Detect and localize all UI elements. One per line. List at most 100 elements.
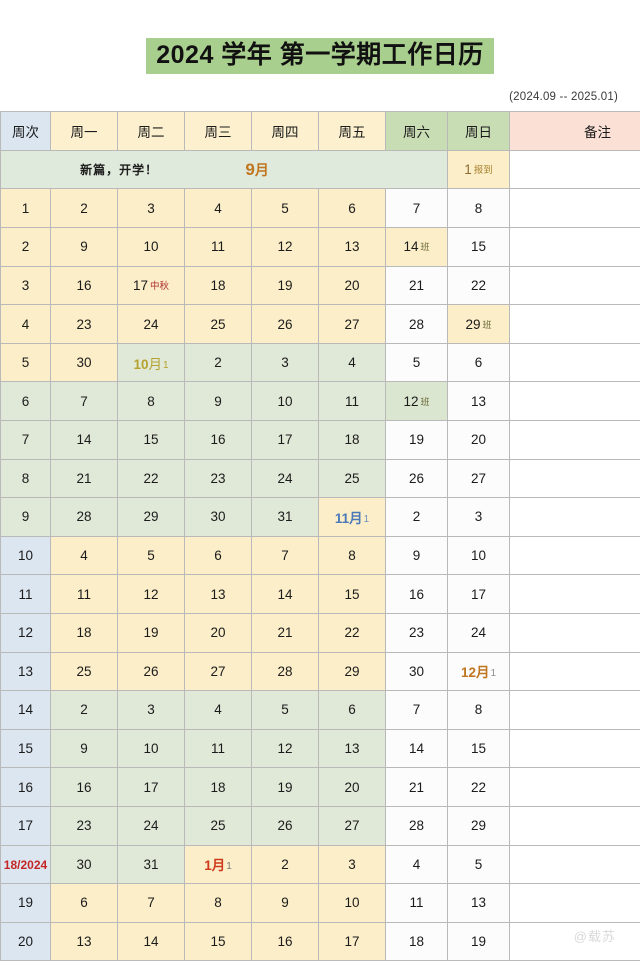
day-cell[interactable]: 3	[117, 690, 185, 730]
day-cell-sat[interactable]: 12 班	[385, 381, 448, 421]
day-cell[interactable]: 8	[117, 381, 185, 421]
day-cell-sat[interactable]: 9	[385, 535, 448, 576]
note-cell[interactable]	[509, 921, 640, 961]
day-cell[interactable]: 23	[184, 458, 252, 499]
day-cell[interactable]: 24	[117, 304, 185, 344]
day-cell[interactable]: 8	[318, 535, 386, 576]
day-cell[interactable]: 5	[251, 188, 319, 229]
day-cell-month-start[interactable]: 11月1	[318, 497, 386, 537]
note-cell[interactable]	[509, 304, 640, 344]
day-cell[interactable]: 14	[117, 921, 185, 961]
day-cell[interactable]: 19	[251, 767, 319, 807]
day-cell[interactable]: 30	[184, 497, 252, 537]
day-cell-sun[interactable]: 8	[447, 690, 510, 730]
day-cell[interactable]: 3	[318, 844, 386, 885]
day-cell[interactable]: 25	[184, 805, 252, 846]
day-cell[interactable]: 26	[117, 651, 185, 692]
day-cell[interactable]: 20	[318, 265, 386, 306]
day-cell[interactable]: 10	[251, 381, 319, 421]
day-cell-sun[interactable]: 24	[447, 612, 510, 653]
day-cell[interactable]: 21	[50, 458, 118, 499]
day-cell-sat[interactable]: 14	[385, 728, 448, 769]
day-cell[interactable]: 27	[318, 805, 386, 846]
day-cell[interactable]: 19	[251, 265, 319, 306]
day-cell[interactable]: 4	[318, 342, 386, 383]
day-cell[interactable]: 12	[251, 227, 319, 267]
day-cell[interactable]: 13	[50, 921, 118, 961]
day-cell[interactable]: 18	[184, 265, 252, 306]
day-cell[interactable]: 2	[184, 342, 252, 383]
day-cell[interactable]: 19	[117, 612, 185, 653]
day-cell-sun[interactable]: 27	[447, 458, 510, 499]
day-cell-sun[interactable]: 13	[447, 883, 510, 923]
day-cell-sat[interactable]: 28	[385, 304, 448, 344]
day-cell[interactable]: 23	[50, 805, 118, 846]
day-cell[interactable]: 20	[184, 612, 252, 653]
day-cell-sun[interactable]: 15	[447, 227, 510, 267]
day-cell[interactable]: 11	[184, 227, 252, 267]
day-cell-sat[interactable]: 2	[385, 497, 448, 537]
day-cell[interactable]: 5	[117, 535, 185, 576]
day-cell[interactable]: 2	[50, 188, 118, 229]
day-cell[interactable]: 12	[117, 574, 185, 614]
day-cell-month-start[interactable]: 10月1	[117, 342, 185, 383]
note-cell[interactable]	[509, 612, 640, 653]
day-cell[interactable]: 21	[251, 612, 319, 653]
note-cell[interactable]	[509, 844, 640, 885]
day-cell[interactable]: 27	[318, 304, 386, 344]
day-cell[interactable]: 7	[50, 381, 118, 421]
day-cell[interactable]: 29	[117, 497, 185, 537]
day-cell[interactable]: 9	[184, 381, 252, 421]
note-cell[interactable]	[509, 458, 640, 499]
day-cell[interactable]: 3	[251, 342, 319, 383]
day-cell-sat[interactable]: 4	[385, 844, 448, 885]
note-cell[interactable]	[509, 381, 640, 421]
day-cell[interactable]: 5	[251, 690, 319, 730]
day-cell[interactable]: 16	[50, 265, 118, 306]
note-cell[interactable]	[509, 690, 640, 730]
day-cell[interactable]: 3	[117, 188, 185, 229]
note-cell[interactable]	[509, 767, 640, 807]
day-cell-sun[interactable]: 22	[447, 265, 510, 306]
day-cell[interactable]: 25	[184, 304, 252, 344]
day-cell[interactable]: 15	[184, 921, 252, 961]
day-cell[interactable]: 28	[251, 651, 319, 692]
day-cell-sat[interactable]: 19	[385, 420, 448, 460]
day-cell[interactable]: 14	[50, 420, 118, 460]
day-cell-sun[interactable]: 15	[447, 728, 510, 769]
day-cell[interactable]: 29	[318, 651, 386, 692]
day-cell[interactable]: 6	[318, 188, 386, 229]
note-cell[interactable]	[509, 728, 640, 769]
day-cell[interactable]: 9	[251, 883, 319, 923]
day-cell[interactable]: 2	[50, 690, 118, 730]
day-cell[interactable]: 2	[251, 844, 319, 885]
day-cell-sat[interactable]: 28	[385, 805, 448, 846]
day-cell[interactable]: 24	[117, 805, 185, 846]
note-cell[interactable]	[509, 342, 640, 383]
day-cell[interactable]: 10	[117, 227, 185, 267]
day-cell[interactable]: 17	[318, 921, 386, 961]
note-cell[interactable]	[509, 420, 640, 460]
day-cell[interactable]: 8	[184, 883, 252, 923]
day-cell-sat[interactable]: 23	[385, 612, 448, 653]
day-cell[interactable]: 10	[117, 728, 185, 769]
day-cell-sat[interactable]: 7	[385, 188, 448, 229]
day-cell[interactable]: 4	[184, 690, 252, 730]
day-cell-sun[interactable]: 29	[447, 805, 510, 846]
day-cell-sun[interactable]: 8	[447, 188, 510, 229]
day-cell[interactable]: 16	[184, 420, 252, 460]
day-cell[interactable]: 18	[50, 612, 118, 653]
day-cell[interactable]: 13	[318, 227, 386, 267]
note-cell[interactable]	[509, 497, 640, 537]
day-cell[interactable]: 7	[117, 883, 185, 923]
day-cell[interactable]: 25	[318, 458, 386, 499]
day-cell[interactable]: 20	[318, 767, 386, 807]
day-cell-sun[interactable]: 5	[447, 844, 510, 885]
day-cell-sun[interactable]: 10	[447, 535, 510, 576]
day-cell-sun[interactable]: 20	[447, 420, 510, 460]
note-cell[interactable]	[509, 883, 640, 923]
day-cell[interactable]: 16	[50, 767, 118, 807]
cell-sep1-sun[interactable]: 1 报到	[447, 149, 510, 190]
day-cell-sat[interactable]: 14 班	[385, 227, 448, 267]
day-cell[interactable]: 30	[50, 844, 118, 885]
